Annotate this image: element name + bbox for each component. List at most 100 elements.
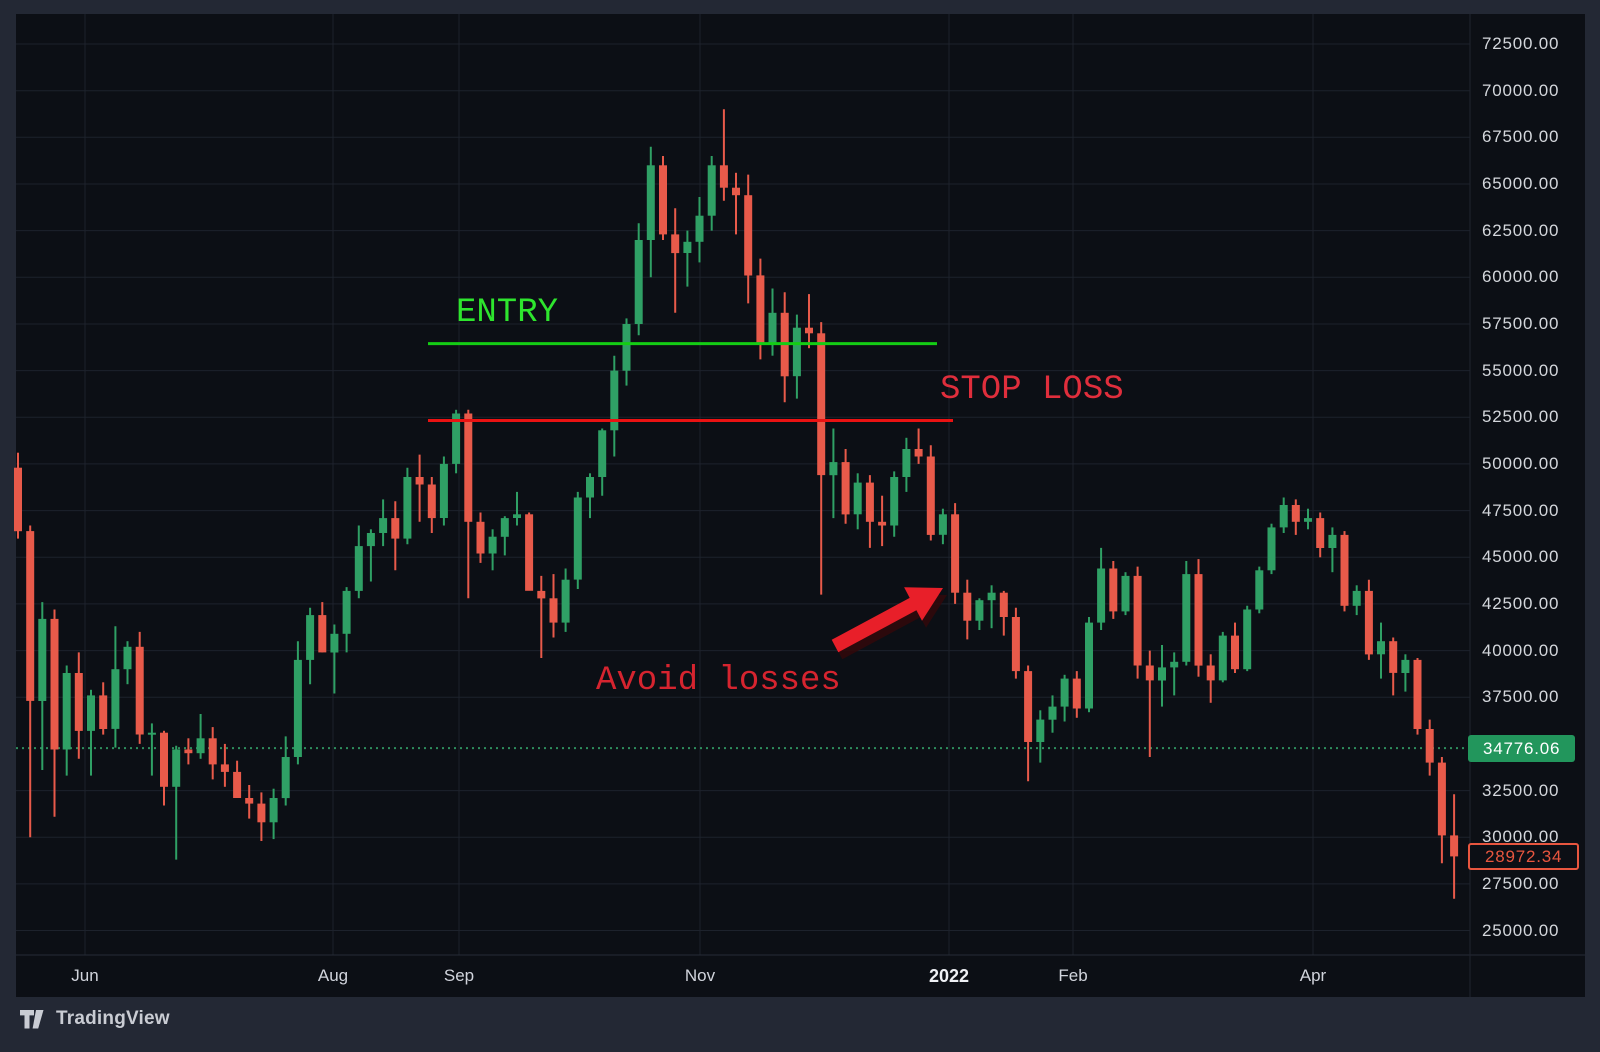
candle [1340,534,1349,606]
candle [1011,617,1020,672]
candle [525,514,534,591]
price-axis-label: 65000.00 [1482,174,1560,193]
candle [306,615,315,660]
candle [634,240,643,324]
candle [671,234,680,254]
candle [610,370,619,431]
candle [1048,706,1057,720]
price-axis-label: 32500.00 [1482,781,1560,800]
candle [1060,678,1069,707]
entry-label[interactable]: ENTRY [456,294,559,332]
candle [1291,505,1300,522]
candle [890,477,899,526]
candle [586,477,594,498]
candle [391,518,400,539]
candle [111,669,120,729]
candle [330,633,339,653]
candle [1304,518,1312,522]
candle [439,463,448,518]
candle [938,514,947,535]
price-axis-label: 70000.00 [1482,81,1560,100]
candle [476,521,485,554]
tradingview-logo-icon [20,1009,44,1028]
time-axis-label: Aug [317,966,349,985]
candle [220,764,229,772]
candle [184,749,193,754]
stop-loss-label[interactable]: STOP LOSS [940,371,1124,409]
candle [756,275,765,343]
candle [452,413,461,464]
tradingview-watermark[interactable]: TradingView [20,1008,170,1030]
candle [196,738,205,754]
candle [513,514,521,518]
candle [1194,574,1203,666]
candle [878,521,887,526]
candle [963,592,972,621]
candle [245,798,254,804]
candle [1425,729,1434,763]
candle [987,592,996,601]
candle [1218,635,1227,681]
candle [853,482,862,515]
candle [208,738,217,765]
candle [464,413,473,522]
candle [659,165,667,235]
candle [1085,622,1093,709]
candle [999,592,1008,617]
candle [269,798,278,823]
price-axis-label: 40000.00 [1482,641,1560,660]
candle [1316,518,1325,548]
candle [1243,609,1252,670]
price-axis-label: 57500.00 [1482,314,1560,333]
candle [1352,590,1361,606]
candle [707,165,716,216]
candlestick-series[interactable] [14,109,1459,899]
price-axis-label: 55000.00 [1482,361,1560,380]
candle [805,327,813,334]
candle [914,449,923,457]
candle [488,536,497,554]
candle [1121,575,1130,612]
candle [1437,762,1446,836]
candle [1413,659,1422,729]
candle [233,771,242,798]
candle [926,456,935,535]
candle [744,195,753,276]
candle [537,590,546,599]
candle [1389,641,1398,673]
candle [500,518,509,537]
candle [573,497,582,580]
candle [366,533,375,547]
candle [1182,574,1191,662]
candle [683,241,692,253]
candle [62,673,71,750]
time-axis-label: Apr [1299,966,1327,985]
candle [172,749,181,787]
chart-panel [16,14,1585,997]
candle [379,518,388,533]
candle [38,618,47,701]
avoid-losses-label[interactable]: Avoid losses [596,662,841,700]
candle [865,482,874,522]
candle [768,312,777,343]
candle [1109,568,1118,612]
time-axis-label: Jun [71,966,99,985]
candle [293,659,302,757]
candle [598,430,607,477]
candle [1279,505,1288,528]
candle [1145,665,1154,681]
time-axis-label: 2022 [928,966,970,986]
candle [1231,635,1239,670]
price-axis-label: 27500.00 [1482,874,1560,893]
candle [719,165,728,188]
tradingview-logo-text: TradingView [56,1008,170,1029]
candle [1206,665,1215,681]
candle [87,695,95,731]
candle [427,484,436,519]
price-axis-label: 67500.00 [1482,127,1560,146]
candle [1267,527,1276,571]
candle [403,477,412,539]
arrow-annotation[interactable] [831,587,943,653]
